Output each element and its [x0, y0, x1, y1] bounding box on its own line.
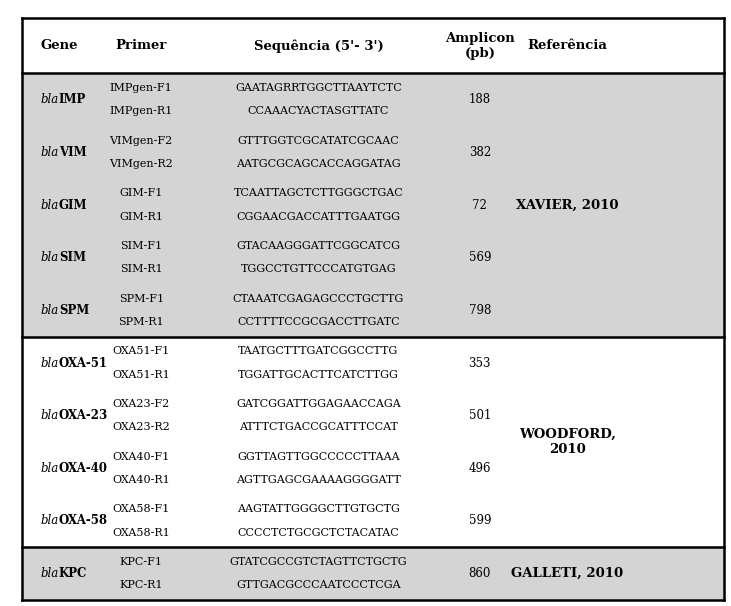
Text: ATTTCTGACCGCATTTCCAT: ATTTCTGACCGCATTTCCAT	[239, 422, 398, 432]
Text: 860: 860	[469, 567, 491, 580]
Text: OXA23-R2: OXA23-R2	[113, 422, 170, 432]
Text: bla: bla	[40, 409, 58, 422]
Text: OXA-58: OXA-58	[58, 514, 107, 527]
Text: SPM: SPM	[58, 304, 89, 317]
Bar	[22, 73, 724, 126]
Text: IMPgen-R1: IMPgen-R1	[110, 107, 173, 116]
Text: WOODFORD,
2010: WOODFORD, 2010	[519, 428, 616, 456]
Text: 353: 353	[469, 356, 491, 370]
Text: VIM: VIM	[58, 146, 86, 159]
Text: OXA40-R1: OXA40-R1	[113, 475, 170, 485]
Bar	[22, 389, 724, 442]
Text: AGTTGAGCGAAAAGGGGATT: AGTTGAGCGAAAAGGGGATT	[236, 475, 401, 485]
Text: bla: bla	[40, 356, 58, 370]
Bar	[22, 179, 724, 231]
Text: KPC: KPC	[58, 567, 87, 580]
Text: GIM-F1: GIM-F1	[120, 188, 163, 199]
Text: KPC-R1: KPC-R1	[119, 580, 163, 590]
Text: SPM-F1: SPM-F1	[118, 294, 164, 304]
Text: bla: bla	[40, 199, 58, 211]
Text: bla: bla	[40, 514, 58, 527]
Text: TGGCCTGTTCCCATGTGAG: TGGCCTGTTCCCATGTGAG	[240, 264, 396, 275]
Text: VIMgen-R2: VIMgen-R2	[110, 159, 173, 169]
Text: TCAATTAGCTCTTGGGCTGAC: TCAATTAGCTCTTGGGCTGAC	[233, 188, 404, 199]
Bar	[22, 442, 724, 494]
Text: KPC-F1: KPC-F1	[120, 557, 163, 567]
Text: Primer: Primer	[115, 39, 167, 52]
Text: SPM-R1: SPM-R1	[118, 317, 164, 327]
Text: bla: bla	[40, 304, 58, 317]
Text: 599: 599	[469, 514, 491, 527]
Bar	[22, 126, 724, 179]
Text: 798: 798	[469, 304, 491, 317]
Text: OXA58-F1: OXA58-F1	[113, 504, 170, 514]
Text: 569: 569	[469, 251, 491, 264]
Bar	[22, 547, 724, 600]
Text: AATGCGCAGCACCAGGATAG: AATGCGCAGCACCAGGATAG	[236, 159, 401, 169]
Text: GGTTAGTTGGCCCCCTTAAA: GGTTAGTTGGCCCCCTTAAA	[237, 451, 400, 462]
Text: OXA-51: OXA-51	[58, 356, 107, 370]
Bar	[22, 284, 724, 337]
Text: CTAAATCGAGAGCCCTGCTTG: CTAAATCGAGAGCCCTGCTTG	[232, 294, 404, 304]
Text: OXA58-R1: OXA58-R1	[113, 528, 170, 538]
Text: SIM-F1: SIM-F1	[120, 241, 162, 251]
Text: 188: 188	[469, 93, 491, 106]
Text: SIM-R1: SIM-R1	[120, 264, 162, 275]
Text: CCTTTTCCGCGACCTTGATC: CCTTTTCCGCGACCTTGATC	[237, 317, 400, 327]
Text: GTTGACGCCCAATCCCTCGA: GTTGACGCCCAATCCCTCGA	[236, 580, 401, 590]
Text: Amplicon
(pb): Amplicon (pb)	[445, 32, 515, 60]
Text: OXA23-F2: OXA23-F2	[113, 399, 170, 409]
Text: bla: bla	[40, 146, 58, 159]
Bar	[22, 231, 724, 284]
Text: GATCGGATTGGAGAACCAGA: GATCGGATTGGAGAACCAGA	[236, 399, 401, 409]
Text: OXA51-R1: OXA51-R1	[113, 370, 170, 379]
Text: VIMgen-F2: VIMgen-F2	[110, 136, 173, 146]
Text: IMP: IMP	[58, 93, 86, 106]
Text: Gene: Gene	[40, 39, 77, 52]
Text: GTACAAGGGATTCGGCATCG: GTACAAGGGATTCGGCATCG	[236, 241, 401, 251]
Text: bla: bla	[40, 251, 58, 264]
Text: CCCCTCTGCGCTCTACATAC: CCCCTCTGCGCTCTACATAC	[238, 528, 399, 538]
Text: OXA-40: OXA-40	[58, 462, 107, 475]
Text: GAATAGRRTGGCTTAAYTCTC: GAATAGRRTGGCTTAAYTCTC	[235, 83, 402, 93]
Bar	[22, 337, 724, 389]
Text: SIM: SIM	[58, 251, 86, 264]
Text: OXA-23: OXA-23	[58, 409, 108, 422]
Text: 496: 496	[469, 462, 491, 475]
Text: bla: bla	[40, 567, 58, 580]
Text: GIM-R1: GIM-R1	[119, 211, 163, 222]
Text: bla: bla	[40, 93, 58, 106]
Text: CCAAACYACTASGTTATC: CCAAACYACTASGTTATC	[248, 107, 389, 116]
Text: 382: 382	[469, 146, 491, 159]
Text: OXA40-F1: OXA40-F1	[113, 451, 170, 462]
Text: IMPgen-F1: IMPgen-F1	[110, 83, 173, 93]
Text: XAVIER, 2010: XAVIER, 2010	[516, 199, 619, 211]
Text: GTATCGCCGTCTAGTTCTGCTG: GTATCGCCGTCTAGTTCTGCTG	[230, 557, 407, 567]
Text: AAGTATTGGGGCTTGTGCTG: AAGTATTGGGGCTTGTGCTG	[237, 504, 400, 514]
Bar	[22, 18, 724, 73]
Text: 501: 501	[469, 409, 491, 422]
Text: GALLETI, 2010: GALLETI, 2010	[512, 567, 624, 580]
Text: GIM: GIM	[58, 199, 87, 211]
Text: GTTTGGTCGCATATCGCAAC: GTTTGGTCGCATATCGCAAC	[238, 136, 399, 146]
Text: OXA51-F1: OXA51-F1	[113, 347, 170, 356]
Text: Referência: Referência	[528, 39, 607, 52]
Text: CGGAACGACCATTTGAATGG: CGGAACGACCATTTGAATGG	[236, 211, 401, 222]
Text: bla: bla	[40, 462, 58, 475]
Text: TGGATTGCACTTCATCTTGG: TGGATTGCACTTCATCTTGG	[238, 370, 399, 379]
Bar	[22, 494, 724, 547]
Text: TAATGCTTTGATCGGCCTTG: TAATGCTTTGATCGGCCTTG	[238, 347, 398, 356]
Text: Sequência (5'- 3'): Sequência (5'- 3')	[254, 39, 383, 53]
Text: 72: 72	[472, 199, 488, 211]
